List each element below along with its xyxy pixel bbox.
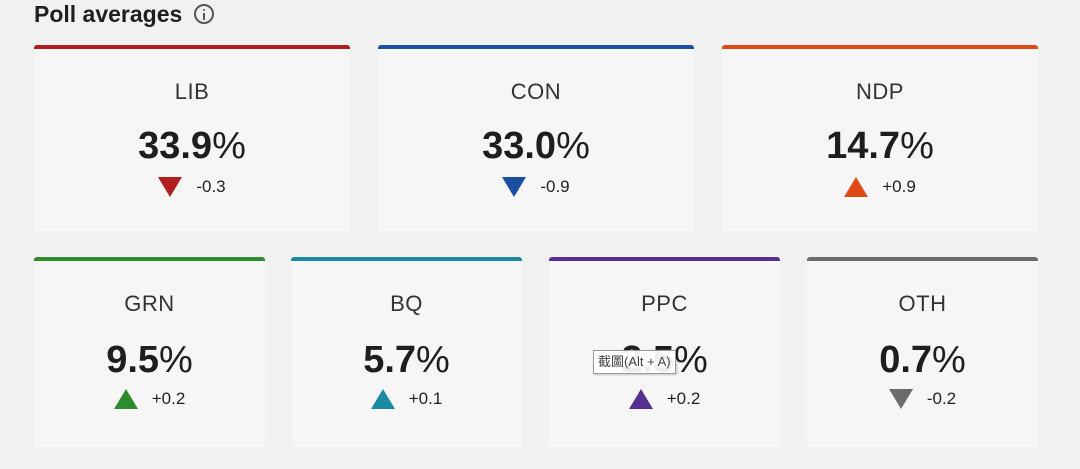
poll-percentage: 0.7% xyxy=(879,339,966,381)
poll-change: -0.9 xyxy=(378,177,694,197)
poll-card-ndp: NDP 14.7% +0.9 xyxy=(722,45,1038,231)
poll-change: +0.2 xyxy=(549,389,780,409)
poll-change: -0.2 xyxy=(807,389,1038,409)
change-value: -0.3 xyxy=(196,177,226,196)
change-value: -0.2 xyxy=(926,389,957,408)
trend-triangle-icon xyxy=(844,177,869,197)
poll-percentage: 9.5% xyxy=(106,339,193,381)
poll-percentage: 14.7% xyxy=(826,125,934,167)
trend-triangle-icon xyxy=(370,389,395,409)
trend-triangle-icon xyxy=(502,177,527,197)
change-value: +0.1 xyxy=(408,389,443,408)
change-value: +0.2 xyxy=(666,389,701,408)
poll-card-grn: GRN 9.5% +0.2 xyxy=(34,257,265,447)
party-label: BQ xyxy=(390,291,423,316)
info-icon[interactable] xyxy=(194,4,215,24)
change-value: -0.9 xyxy=(540,177,570,196)
poll-percentage: 33.9% xyxy=(138,125,246,167)
poll-card-bq: BQ 5.7% +0.1 xyxy=(291,257,522,447)
poll-percentage: 33.0% xyxy=(482,125,590,167)
trend-triangle-icon xyxy=(628,389,653,409)
poll-change: +0.2 xyxy=(34,389,265,409)
party-label: OTH xyxy=(898,291,947,316)
change-value: +0.9 xyxy=(882,177,916,196)
poll-change: +0.1 xyxy=(291,389,522,409)
poll-percentage: 5.7% xyxy=(363,339,450,381)
poll-card-con: CON 33.0% -0.9 xyxy=(378,45,694,231)
screenshot-tooltip: 截圖(Alt + A) xyxy=(593,350,676,374)
poll-card-oth: OTH 0.7% -0.2 xyxy=(807,257,1038,447)
trend-triangle-icon xyxy=(158,177,183,197)
page-title: Poll averages xyxy=(34,0,183,27)
poll-change: +0.9 xyxy=(722,177,1038,197)
section-header: Poll averages xyxy=(34,0,215,28)
party-label: CON xyxy=(510,79,562,104)
party-label: LIB xyxy=(174,79,210,104)
party-label: NDP xyxy=(856,79,904,104)
poll-card-lib: LIB 33.9% -0.3 xyxy=(34,45,350,231)
party-label: GRN xyxy=(124,291,175,316)
change-value: +0.2 xyxy=(151,389,186,408)
party-label: PPC xyxy=(641,291,688,316)
poll-card-ppc: PPC 2.5% +0.2 xyxy=(549,257,780,447)
trend-triangle-icon xyxy=(113,389,138,409)
poll-change: -0.3 xyxy=(34,177,350,197)
trend-triangle-icon xyxy=(888,389,913,409)
